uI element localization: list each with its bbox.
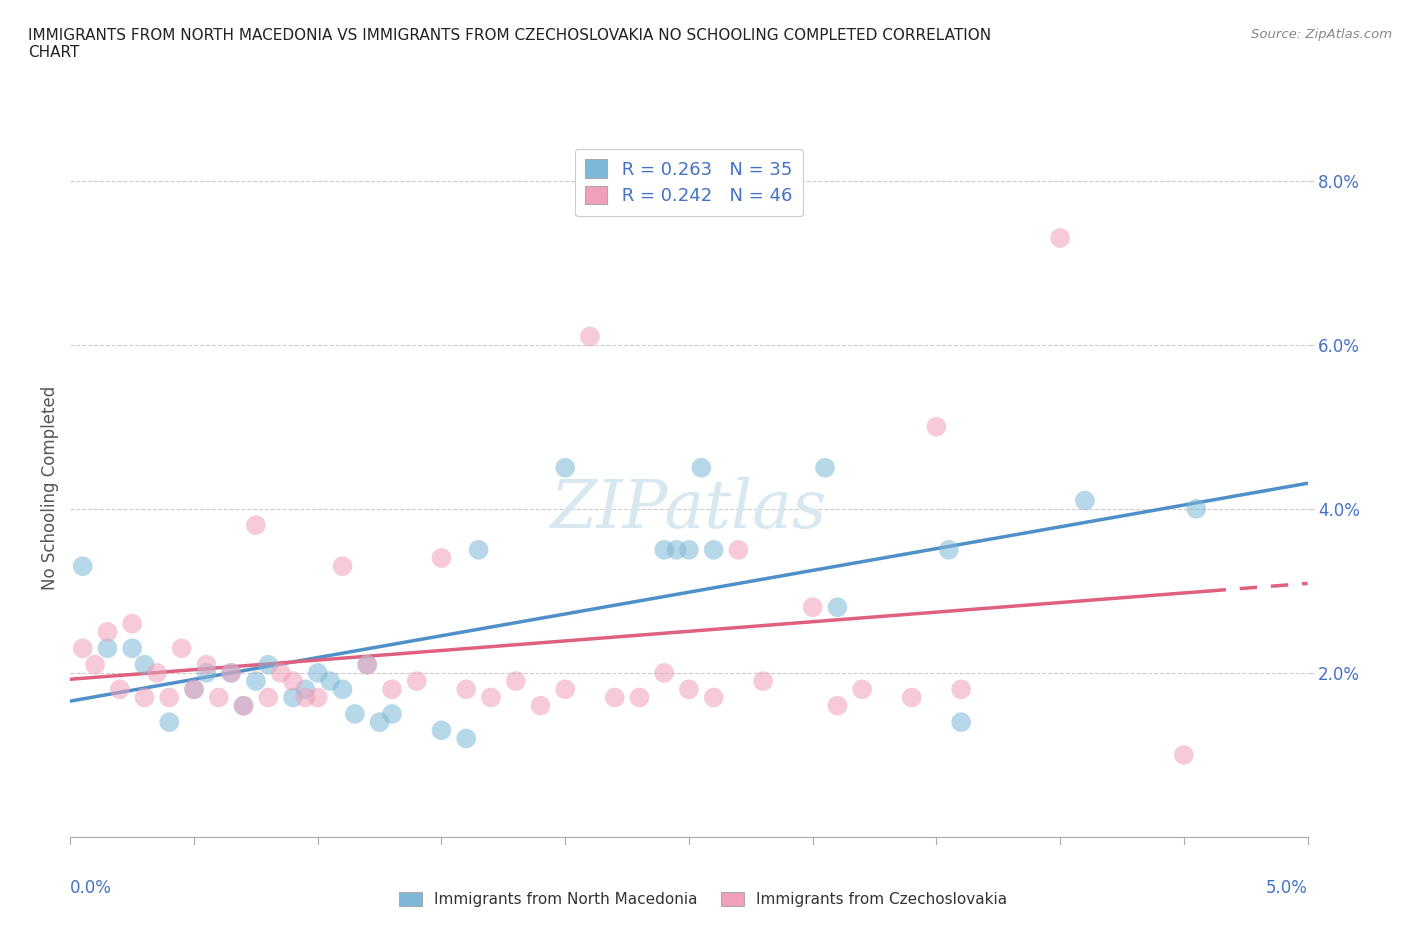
Point [430,723,453,737]
Point [232,698,254,713]
Point [603,690,626,705]
Point [678,682,700,697]
Point [257,658,280,672]
Point [529,698,551,713]
Point [938,542,960,557]
Point [134,658,156,672]
Point [96,641,118,656]
Point [950,714,973,729]
Text: 5.0%: 5.0% [1265,879,1308,897]
Point [195,666,218,681]
Point [381,682,404,697]
Point [245,518,267,533]
Point [307,666,329,681]
Point [208,690,231,705]
Point [628,690,651,705]
Text: ZIPatlas: ZIPatlas [551,476,827,542]
Point [281,673,304,688]
Point [1173,748,1195,763]
Point [307,690,329,705]
Point [950,682,973,697]
Point [170,641,193,656]
Point [195,658,218,672]
Point [270,666,292,681]
Point [96,624,118,639]
Point [294,690,316,705]
Point [332,559,354,574]
Point [925,419,948,434]
Point [703,690,725,705]
Point [84,658,107,672]
Point [430,551,453,565]
Point [801,600,824,615]
Point [727,542,749,557]
Point [678,542,700,557]
Point [219,666,242,681]
Point [703,542,725,557]
Point [827,600,849,615]
Point [108,682,131,697]
Point [183,682,205,697]
Point [1074,493,1097,508]
Point [900,690,922,705]
Text: 0.0%: 0.0% [70,879,112,897]
Point [579,329,602,344]
Point [851,682,873,697]
Point [72,559,94,574]
Point [134,690,156,705]
Point [146,666,169,681]
Point [554,682,576,697]
Point [368,714,391,729]
Point [479,690,502,705]
Point [245,673,267,688]
Point [232,698,254,713]
Point [827,698,849,713]
Point [652,666,675,681]
Y-axis label: No Schooling Completed: No Schooling Completed [41,386,59,591]
Legend: Immigrants from North Macedonia, Immigrants from Czechoslovakia: Immigrants from North Macedonia, Immigra… [394,885,1012,913]
Point [505,673,527,688]
Point [343,707,366,722]
Point [356,658,378,672]
Point [281,690,304,705]
Point [183,682,205,697]
Point [1185,501,1208,516]
Point [554,460,576,475]
Point [157,690,180,705]
Point [157,714,180,729]
Point [257,690,280,705]
Point [294,682,316,697]
Point [219,666,242,681]
Point [121,617,143,631]
Point [319,673,342,688]
Point [652,542,675,557]
Text: IMMIGRANTS FROM NORTH MACEDONIA VS IMMIGRANTS FROM CZECHOSLOVAKIA NO SCHOOLING C: IMMIGRANTS FROM NORTH MACEDONIA VS IMMIG… [28,28,991,60]
Point [1049,231,1071,246]
Point [690,460,713,475]
Point [72,641,94,656]
Point [456,682,478,697]
Point [356,658,378,672]
Point [121,641,143,656]
Point [467,542,489,557]
Point [752,673,775,688]
Point [381,707,404,722]
Point [665,542,688,557]
Point [456,731,478,746]
Point [814,460,837,475]
Text: Source: ZipAtlas.com: Source: ZipAtlas.com [1251,28,1392,41]
Point [332,682,354,697]
Legend:  R = 0.263   N = 35,  R = 0.242   N = 46: R = 0.263 N = 35, R = 0.242 N = 46 [575,149,803,216]
Point [405,673,427,688]
